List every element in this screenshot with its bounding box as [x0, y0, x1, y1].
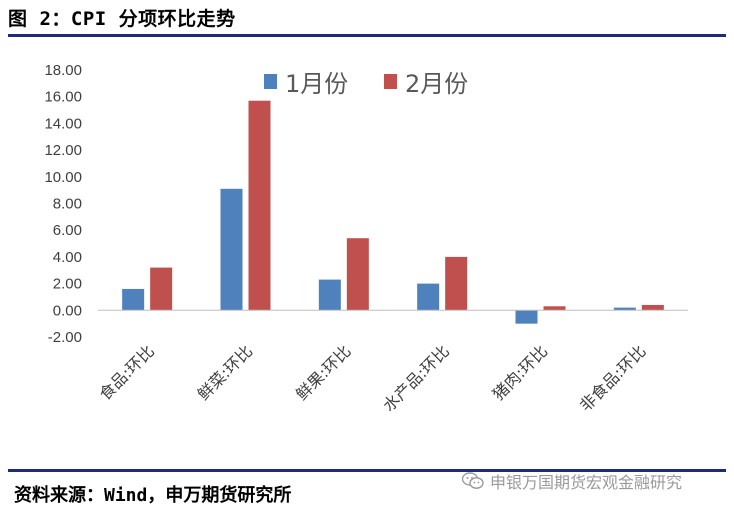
- bar-2-5: [641, 304, 664, 311]
- bar-1-1: [220, 188, 243, 311]
- bar-1-4: [515, 310, 538, 324]
- bar-2-3: [445, 256, 468, 311]
- y-tick-label: -2.00: [48, 329, 82, 346]
- x-category-label: 非食品:环比: [576, 341, 650, 415]
- x-category-label: 水产品:环比: [379, 341, 453, 415]
- bar-2-0: [150, 267, 173, 311]
- watermark: 申银万国期货宏观金融研究: [462, 469, 682, 493]
- bar-chart: 18.00 16.00 14.00 12.00 10.00 8.00 6.00 4.00 2.0…: [44, 62, 688, 415]
- legend-swatch-2: [384, 74, 397, 89]
- x-category-label: 猪肉:环比: [489, 341, 552, 404]
- y-tick-label: 4.00: [53, 249, 82, 266]
- watermark-text: 申银万国期货宏观金融研究: [490, 473, 683, 492]
- title-rule: [8, 34, 726, 37]
- wechat-icon: [462, 472, 484, 489]
- figure-title: 图 2：CPI 分项环比走势: [8, 8, 236, 30]
- bar-1-0: [122, 288, 145, 311]
- legend-label-2: 2月份: [405, 70, 468, 98]
- y-tick-label: 18.00: [44, 62, 82, 79]
- y-tick-label: 14.00: [44, 115, 82, 132]
- y-tick-label: 8.00: [53, 196, 82, 213]
- bars-group: [122, 100, 664, 324]
- source-note: 资料来源：Wind，申万期货研究所: [14, 485, 292, 506]
- x-category-label: 鲜果:环比: [292, 341, 355, 404]
- legend: 1月份 2月份: [264, 70, 468, 98]
- bar-2-1: [248, 100, 271, 311]
- y-tick-label: 16.00: [44, 89, 82, 106]
- bar-2-2: [346, 238, 369, 311]
- bar-2-4: [543, 306, 566, 311]
- y-tick-label: 0.00: [53, 302, 82, 319]
- y-axis: 18.00 16.00 14.00 12.00 10.00 8.00 6.00 4.00 2.0…: [44, 62, 82, 346]
- y-tick-label: 12.00: [44, 142, 82, 159]
- bar-1-3: [417, 283, 440, 311]
- footer-rule: [8, 469, 726, 472]
- y-tick-label: 2.00: [53, 276, 82, 293]
- y-tick-label: 10.00: [44, 169, 82, 186]
- x-axis-categories: 食品:环比 鲜菜:环比 鲜果:环比 水产品:环比 猪肉:环比 非食品:环比: [95, 341, 649, 415]
- legend-label-1: 1月份: [285, 70, 348, 98]
- x-category-label: 食品:环比: [95, 341, 158, 404]
- legend-swatch-1: [264, 74, 277, 89]
- x-category-label: 鲜菜:环比: [194, 341, 257, 404]
- bar-1-2: [318, 279, 341, 311]
- bar-1-5: [613, 307, 636, 311]
- y-tick-label: 6.00: [53, 222, 82, 239]
